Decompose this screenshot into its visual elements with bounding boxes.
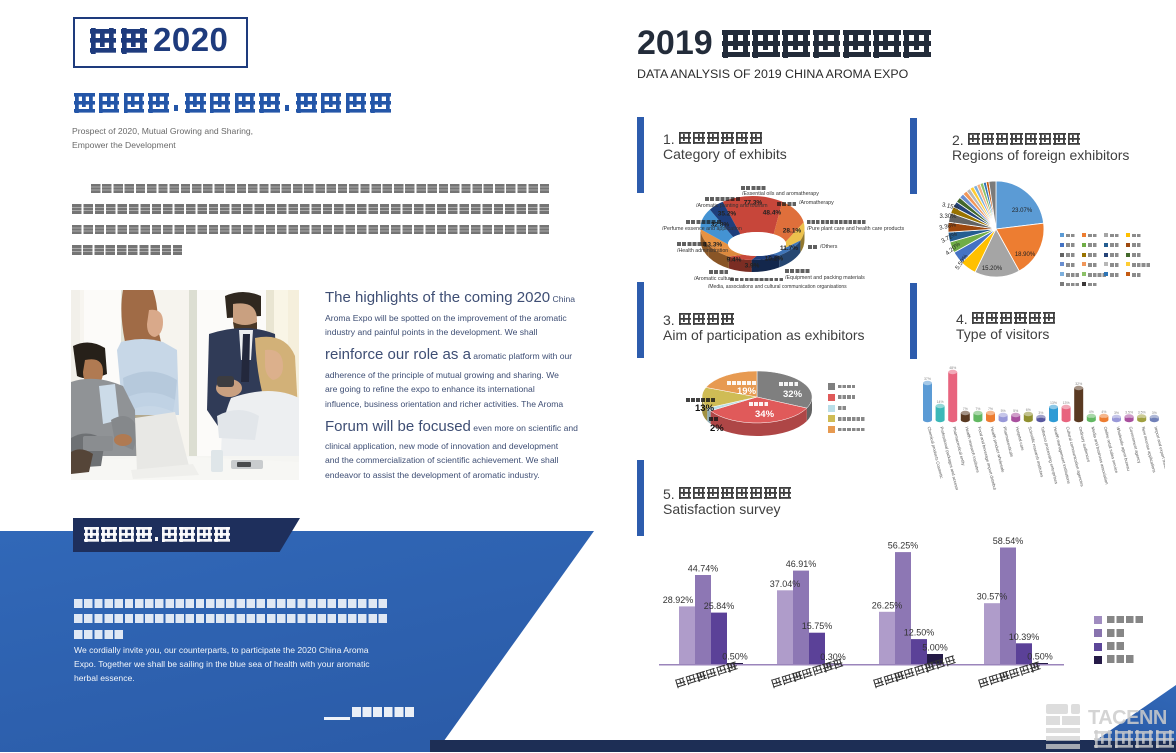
svg-text:3.30%: 3.30% (939, 214, 957, 220)
svg-text:37%: 37% (924, 377, 931, 381)
svg-text:5%: 5% (1001, 409, 1006, 413)
svg-text:Pharmaceuticals: Pharmaceuticals (1002, 426, 1014, 457)
svg-text:28.92%: 28.92% (663, 595, 694, 605)
svg-text:14%: 14% (937, 400, 944, 404)
svg-text:48%: 48% (949, 366, 956, 370)
svg-text:3.36%: 3.36% (939, 222, 958, 232)
svg-text:30.57%: 30.57% (977, 592, 1008, 602)
svg-text:13%: 13% (1050, 401, 1057, 405)
svg-text:TACENN: TACENN (1088, 707, 1167, 729)
svg-text:23.07%: 23.07% (1012, 208, 1033, 214)
svg-text:3.9%: 3.9% (745, 263, 760, 270)
svg-text:Government agency: Government agency (1128, 426, 1142, 465)
svg-text:7%: 7% (988, 407, 993, 411)
svg-text:28.1%: 28.1% (783, 228, 802, 235)
svg-text:0.50%: 0.50% (1027, 652, 1053, 662)
svg-text:18.90%: 18.90% (1015, 252, 1036, 258)
svg-text:77.3%: 77.3% (744, 200, 763, 207)
svg-text:Hospital care: Hospital care (1015, 426, 1026, 452)
svg-text:3.15%: 3.15% (941, 202, 960, 212)
svg-text:32%: 32% (1075, 382, 1082, 386)
svg-text:0.30%: 0.30% (820, 652, 846, 662)
svg-text:3.5%: 3.5% (1138, 411, 1146, 415)
svg-text:32.8%: 32.8% (711, 222, 730, 229)
svg-text:37.04%: 37.04% (770, 579, 801, 589)
svg-text:13.3%: 13.3% (704, 242, 723, 249)
svg-text:48.4%: 48.4% (763, 210, 782, 217)
svg-text:7%: 7% (963, 407, 968, 411)
svg-text:5.00%: 5.00% (922, 643, 948, 653)
svg-text:12.50%: 12.50% (904, 628, 935, 638)
svg-text:15.20%: 15.20% (982, 266, 1003, 272)
svg-text:7%: 7% (975, 407, 980, 411)
svg-text:3%: 3% (1152, 411, 1157, 415)
svg-text:10.2%: 10.2% (765, 256, 784, 263)
svg-text:25.84%: 25.84% (704, 601, 735, 611)
svg-text:Pharmaceutical entity: Pharmaceutical entity (952, 426, 967, 467)
svg-text:3.5%: 3.5% (1125, 411, 1133, 415)
svg-text:10.39%: 10.39% (1009, 632, 1040, 642)
svg-text:58.54%: 58.54% (993, 536, 1024, 546)
svg-text:3%: 3% (1114, 411, 1119, 415)
svg-text:Import and export trade: Import and export trade (1153, 426, 1165, 470)
svg-text:4%: 4% (1101, 410, 1106, 414)
svg-text:56.25%: 56.25% (888, 541, 919, 551)
svg-text:Ordinary audiences: Ordinary audiences (1078, 426, 1092, 462)
svg-text:13%: 13% (1063, 401, 1070, 405)
svg-text:9.4%: 9.4% (727, 257, 742, 264)
svg-text:46.91%: 46.91% (786, 559, 817, 569)
svg-text:15.75%: 15.75% (802, 621, 833, 631)
svg-text:0.50%: 0.50% (722, 652, 748, 662)
svg-text:4%: 4% (1089, 410, 1094, 414)
svg-text:35.2%: 35.2% (718, 211, 737, 218)
svg-text:Health research institutes: Health research institutes (964, 426, 980, 473)
svg-text:3%: 3% (1038, 411, 1043, 415)
svg-text:11.7%: 11.7% (780, 245, 798, 252)
svg-text:26.25%: 26.25% (872, 600, 903, 610)
svg-text:6%: 6% (1026, 408, 1031, 412)
svg-text:44.74%: 44.74% (688, 564, 719, 574)
svg-text:New incense applications: New incense applications (1141, 426, 1157, 473)
svg-text:5%: 5% (1013, 409, 1018, 413)
